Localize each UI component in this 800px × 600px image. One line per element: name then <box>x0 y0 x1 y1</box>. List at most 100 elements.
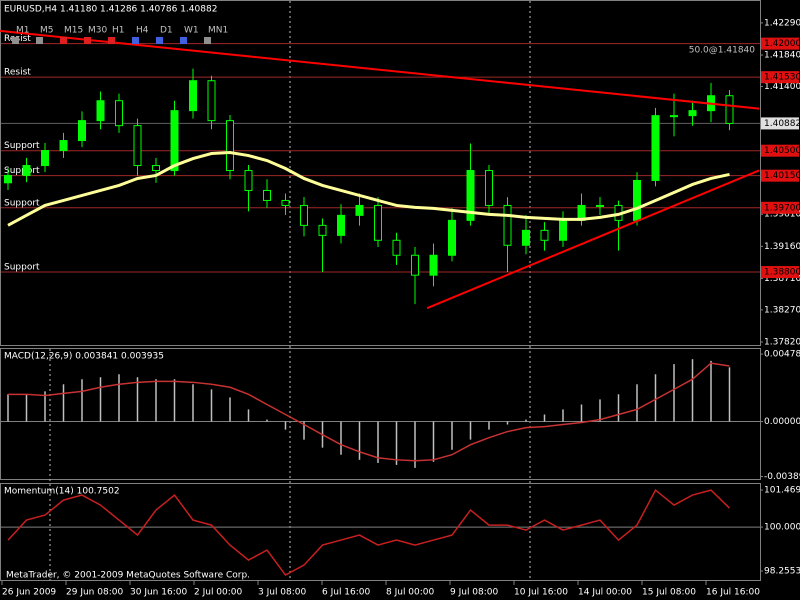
candle-body <box>596 204 604 207</box>
price-label: 1.40500 <box>764 146 800 156</box>
candle-body <box>540 229 549 241</box>
timeframe-indicator <box>132 37 139 44</box>
timeframe-button[interactable]: D1 <box>160 26 173 36</box>
timeframe-indicator <box>108 37 115 44</box>
y-tick-label: 98.2553 <box>764 567 800 577</box>
copyright: MetaTrader, © 2001-2009 MetaQuotes Softw… <box>6 571 250 581</box>
candle-body <box>4 174 12 184</box>
main-panel <box>0 0 761 346</box>
candle-body <box>411 254 419 276</box>
level-name: Support <box>4 166 40 176</box>
y-tick-label: 1.42290 <box>764 18 800 28</box>
timeframe-button[interactable]: MN1 <box>208 26 228 36</box>
momentum-line <box>7 488 731 577</box>
price-label-box <box>761 144 799 157</box>
x-tick-label: 29 Jun 08:00 <box>66 588 123 598</box>
x-tick-label: 2 Jul 00:00 <box>194 588 243 598</box>
timeframe-indicator <box>204 37 211 44</box>
price-label: 1.40150 <box>764 171 800 181</box>
timeframe-button[interactable]: M1 <box>16 26 30 36</box>
level-name: Support <box>4 141 40 151</box>
y-tick-label: 1.39160 <box>764 242 800 252</box>
candle-body <box>503 204 512 246</box>
candle-body <box>41 150 49 167</box>
timeframe-button[interactable]: M15 <box>64 26 83 36</box>
candle-body <box>226 120 234 172</box>
x-tick-label: 8 Jul 00:00 <box>386 588 435 598</box>
indicator-title: Momentum(14) 100.7502 <box>4 487 120 497</box>
timeframe-indicator <box>36 37 43 44</box>
candle-body <box>244 170 253 191</box>
candle-body <box>429 254 438 276</box>
candle-body <box>133 125 142 167</box>
candle-body <box>207 80 216 122</box>
candle-body <box>559 219 567 241</box>
y-tick-label: 100.0000 <box>764 523 800 533</box>
price-label-box <box>761 117 799 130</box>
x-tick-label: 9 Jul 08:00 <box>450 588 499 598</box>
x-tick-label: 26 Jun 2009 <box>2 588 56 598</box>
candle-body <box>688 110 697 117</box>
candle-body <box>152 165 160 172</box>
y-tick-label: 1.38270 <box>764 305 800 315</box>
y-tick-label: 1.37820 <box>764 338 800 348</box>
candle-body <box>281 199 290 206</box>
y-tick-label: 1.41840 <box>764 51 800 61</box>
candle-body <box>485 170 493 206</box>
candle-body <box>189 80 197 112</box>
y-tick-label: 0.00478 <box>764 350 800 360</box>
moving-average <box>7 151 730 227</box>
candle-body <box>651 115 660 181</box>
x-tick-label: 10 Jul 16:00 <box>514 588 568 598</box>
x-tick-label: 3 Jul 08:00 <box>258 588 307 598</box>
y-tick-label: 101.4697 <box>764 486 800 496</box>
macd-panel <box>0 348 761 480</box>
momentum-panel <box>0 483 761 581</box>
timeframe-indicator <box>156 37 163 44</box>
candle-body <box>115 100 123 127</box>
x-tick-label: 14 Jul 00:00 <box>578 588 632 598</box>
timeframe-button[interactable]: M30 <box>88 26 107 36</box>
timeframe-indicator <box>12 37 19 44</box>
y-tick-label: 1.41400 <box>764 82 800 92</box>
candle-body <box>22 165 31 176</box>
candle-body <box>392 239 401 256</box>
price-label: 1.41530 <box>764 73 800 83</box>
level-name: Support <box>4 198 40 208</box>
candle-body <box>59 140 68 152</box>
timeframe-button[interactable]: H1 <box>112 26 125 36</box>
x-tick-label: 16 Jul 16:00 <box>706 588 760 598</box>
candle-body <box>300 204 308 226</box>
candle-body <box>670 115 678 118</box>
price-label: 1.38800 <box>764 268 800 278</box>
candle-body <box>522 229 530 246</box>
timeframe-button[interactable]: W1 <box>184 26 199 36</box>
price-label-box <box>761 169 799 182</box>
candle-body <box>78 120 86 142</box>
level-name: Support <box>4 263 40 273</box>
annotation: 50.0@1.41840 <box>689 46 756 56</box>
timeframe-indicator <box>84 37 91 44</box>
price-label: 1.40882 <box>764 119 800 129</box>
y-tick-label: 1.38710 <box>764 274 800 284</box>
price-label-box <box>761 37 799 50</box>
price-label: 1.42000 <box>764 39 800 49</box>
timeframe-button[interactable]: H4 <box>136 26 149 36</box>
x-tick-label: 15 Jul 08:00 <box>642 588 696 598</box>
y-tick-label: 1.39610 <box>764 210 800 220</box>
candle-body <box>466 170 475 221</box>
candle-body <box>170 110 179 172</box>
candle-body <box>337 214 345 236</box>
trendline <box>426 169 760 310</box>
price-label-box <box>761 201 799 214</box>
indicator-title: MACD(12,26,9) 0.003841 0.003935 <box>4 352 164 362</box>
price-label: 1.39700 <box>764 203 800 213</box>
timeframe-button[interactable]: M5 <box>40 26 54 36</box>
x-tick-label: 6 Jul 16:00 <box>322 588 371 598</box>
candle-body <box>355 204 364 216</box>
candle-body <box>96 100 105 122</box>
x-tick-label: 30 Jun 16:00 <box>130 588 187 598</box>
candle-body <box>263 189 271 201</box>
